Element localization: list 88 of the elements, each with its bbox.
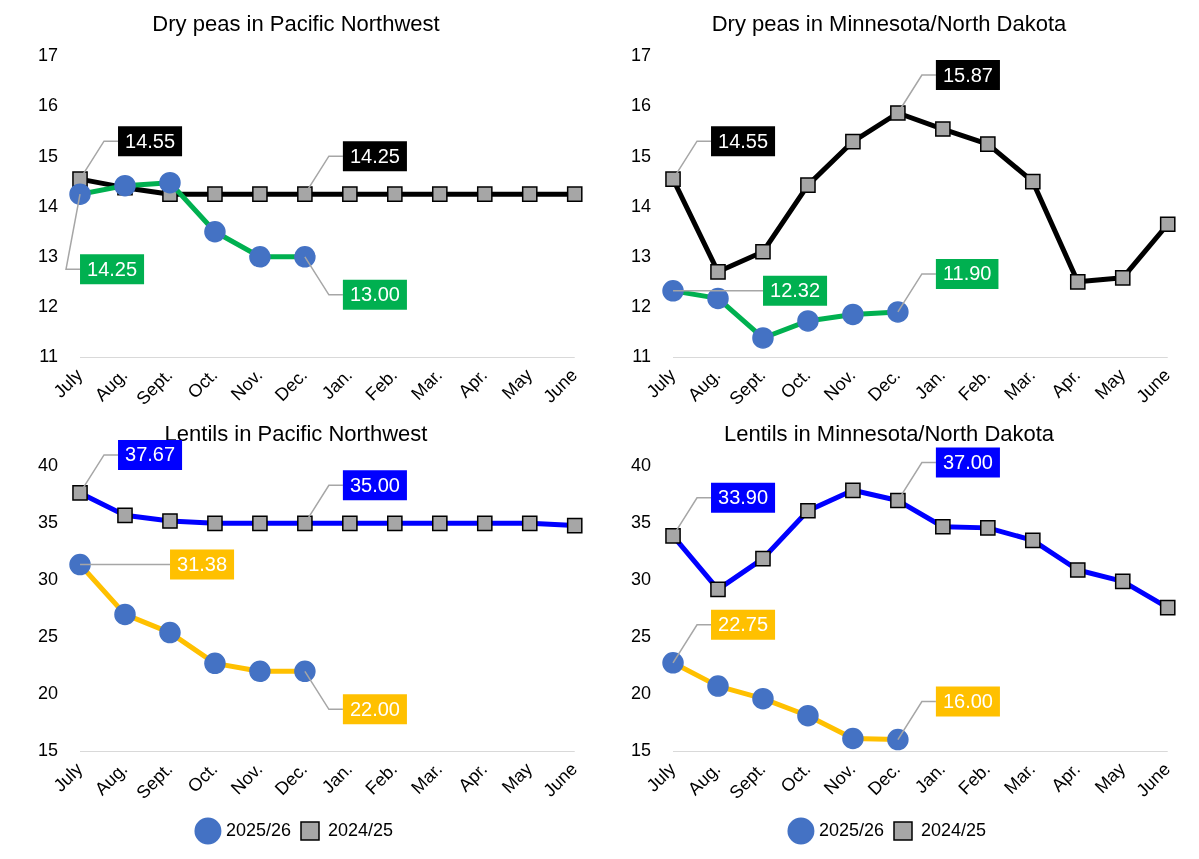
x-tick-label: Apr. [454,364,492,402]
x-tick-label: Dec. [270,364,312,406]
y-tick-label: 15 [630,145,652,166]
x-tick-label: July [642,364,680,402]
legend-label: 2024/25 [921,819,987,840]
x-tick-label: Aug. [684,758,725,800]
y-tick-label: 20 [37,683,59,704]
chart-title: Dry peas in Pacific Northwest [152,11,440,37]
y-tick-label: 25 [37,626,59,647]
x-tick-label: Mar. [407,364,447,404]
y-tick-label: 35 [630,512,652,533]
data-label: 16.00 [942,690,993,713]
x-tick-label: Nov. [819,364,860,405]
y-tick-label: 12 [630,295,652,316]
legend-label: 2024/25 [328,819,394,840]
y-tick-label: 15 [37,145,59,166]
x-tick-label: May [497,758,537,798]
x-tick-label: Feb. [361,758,402,799]
data-label: 11.90 [942,262,992,285]
x-tick-label: Dec. [863,364,905,406]
data-label: 22.00 [349,697,400,720]
x-tick-label: Feb. [954,364,995,405]
x-tick-label: July [49,364,87,402]
x-tick-label: July [642,758,680,796]
x-tick-label: Apr. [1047,758,1085,796]
y-tick-label: 17 [630,45,652,66]
x-tick-label: Jan. [911,364,950,404]
y-tick-label: 12 [37,295,59,316]
x-tick-label: July [49,758,87,796]
legend-label: 2025/26 [818,819,885,840]
y-tick-label: 15 [37,739,59,760]
x-tick-label: Aug. [91,364,132,406]
data-label: 14.25 [87,257,138,280]
data-label: 14.25 [349,144,400,167]
x-tick-label: Nov. [819,758,860,799]
x-tick-label: Apr. [1047,364,1085,402]
data-label: 14.55 [125,129,176,152]
x-tick-label: Jan. [911,758,950,798]
y-tick-label: 16 [37,95,59,116]
y-tick-label: 40 [630,455,652,476]
y-tick-label: 11 [632,345,652,366]
x-tick-label: Oct. [183,364,222,403]
x-tick-label: Nov. [226,364,267,405]
chart-title: Lentils in Minnesota/North Dakota [723,421,1055,447]
data-label: 13.00 [349,283,400,306]
x-tick-label: Jan. [318,364,357,404]
data-label: 33.90 [718,486,769,509]
y-tick-label: 11 [39,345,59,366]
x-tick-label: Nov. [226,758,267,799]
x-tick-label: Apr. [454,758,492,796]
y-tick-label: 13 [37,245,59,266]
x-tick-label: Oct. [183,758,222,797]
x-tick-label: Mar. [1000,758,1040,798]
y-tick-label: 25 [630,626,652,647]
x-tick-label: Aug. [684,364,725,406]
x-tick-label: Jan. [318,758,357,798]
y-tick-label: 17 [37,45,59,66]
y-tick-label: 35 [37,512,59,533]
data-label: 31.38 [177,553,228,576]
x-tick-label: Oct. [776,758,815,797]
legend-label: 2025/26 [225,819,292,840]
x-tick-label: Mar. [407,758,447,798]
x-tick-label: May [1090,758,1130,798]
x-tick-label: Feb. [361,364,402,405]
x-tick-label: May [1090,364,1130,404]
data-label: 37.00 [942,451,993,474]
data-label: 22.75 [718,613,769,636]
y-tick-label: 15 [630,739,652,760]
x-tick-label: Feb. [954,758,995,799]
data-label: 14.55 [718,129,769,152]
y-tick-label: 30 [630,569,652,590]
data-label: 35.00 [349,473,400,496]
x-tick-label: Dec. [270,758,312,800]
y-tick-label: 16 [630,95,652,116]
x-tick-label: Oct. [776,364,815,403]
y-tick-label: 14 [37,195,59,216]
y-tick-label: 14 [630,195,652,216]
x-tick-label: Mar. [1000,364,1040,404]
chart-title: Dry peas in Minnesota/North Dakota [711,11,1068,37]
y-tick-label: 13 [630,245,652,266]
data-label: 15.87 [942,63,993,86]
data-label: 12.32 [770,279,821,302]
y-tick-label: 20 [630,683,652,704]
x-tick-label: May [497,364,537,404]
y-tick-label: 40 [37,455,59,476]
x-tick-label: Aug. [91,758,132,800]
y-tick-label: 30 [37,569,59,590]
x-tick-label: Dec. [863,758,905,800]
